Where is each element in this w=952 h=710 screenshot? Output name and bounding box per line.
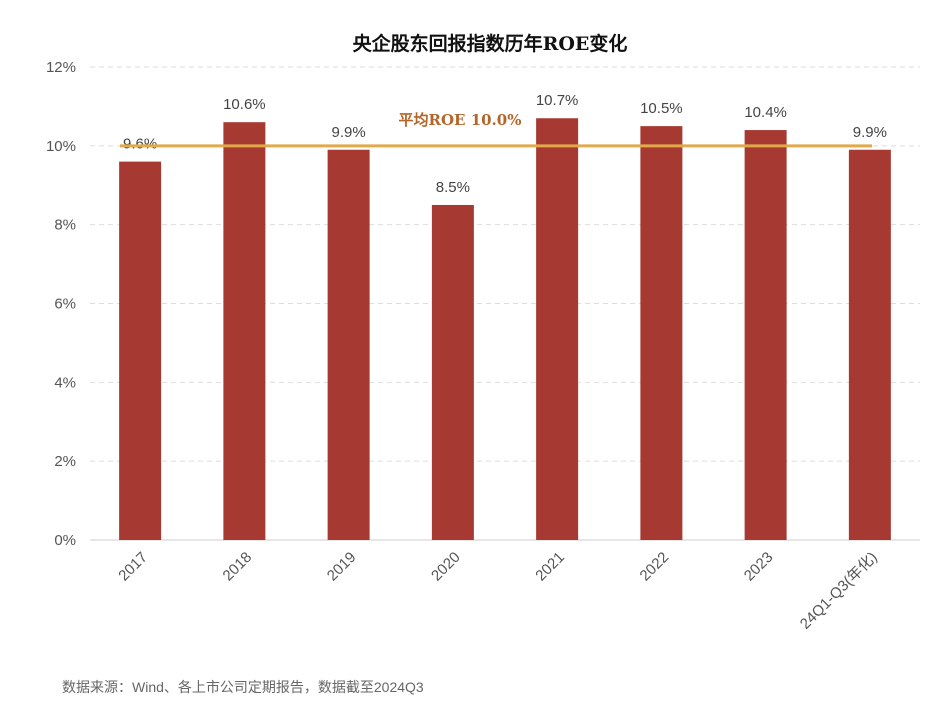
- data-label: 10.5%: [640, 100, 683, 117]
- bar: [536, 118, 579, 540]
- data-label: 10.7%: [536, 92, 579, 109]
- data-label: 10.6%: [223, 96, 266, 113]
- y-tick-label: 10%: [46, 138, 76, 155]
- y-tick-label: 12%: [46, 59, 76, 76]
- x-tick-label: 24Q1-Q3(年化): [797, 549, 881, 633]
- bar: [431, 204, 474, 541]
- average-line-label: 平均ROE 10.0%: [399, 111, 522, 129]
- x-tick-label: 2023: [741, 549, 777, 585]
- x-tick-label: 2020: [428, 549, 464, 585]
- source-note: 数据来源：Wind、各上市公司定期报告，数据截至2024Q3: [62, 679, 424, 695]
- bar: [119, 161, 162, 540]
- bar: [744, 130, 787, 541]
- x-tick-label: 2017: [115, 549, 151, 585]
- bar: [223, 122, 266, 540]
- y-tick-label: 6%: [54, 296, 76, 313]
- y-tick-label: 2%: [54, 453, 76, 470]
- chart-title: 央企股东回报指数历年ROE变化: [353, 32, 628, 55]
- bar: [848, 149, 891, 540]
- x-tick-label: 2018: [220, 549, 256, 585]
- data-label: 9.6%: [123, 136, 157, 153]
- bar: [327, 149, 370, 540]
- data-label: 9.9%: [853, 124, 887, 141]
- data-label: 8.5%: [436, 179, 470, 196]
- y-tick-label: 4%: [54, 374, 76, 391]
- y-tick-label: 0%: [54, 532, 76, 549]
- bar: [640, 126, 683, 540]
- data-label: 10.4%: [744, 104, 787, 121]
- x-tick-label: 2022: [637, 549, 673, 585]
- y-tick-label: 8%: [54, 217, 76, 234]
- data-label: 9.9%: [332, 124, 366, 141]
- x-tick-label: 2019: [324, 549, 360, 585]
- x-tick-label: 2021: [532, 549, 568, 585]
